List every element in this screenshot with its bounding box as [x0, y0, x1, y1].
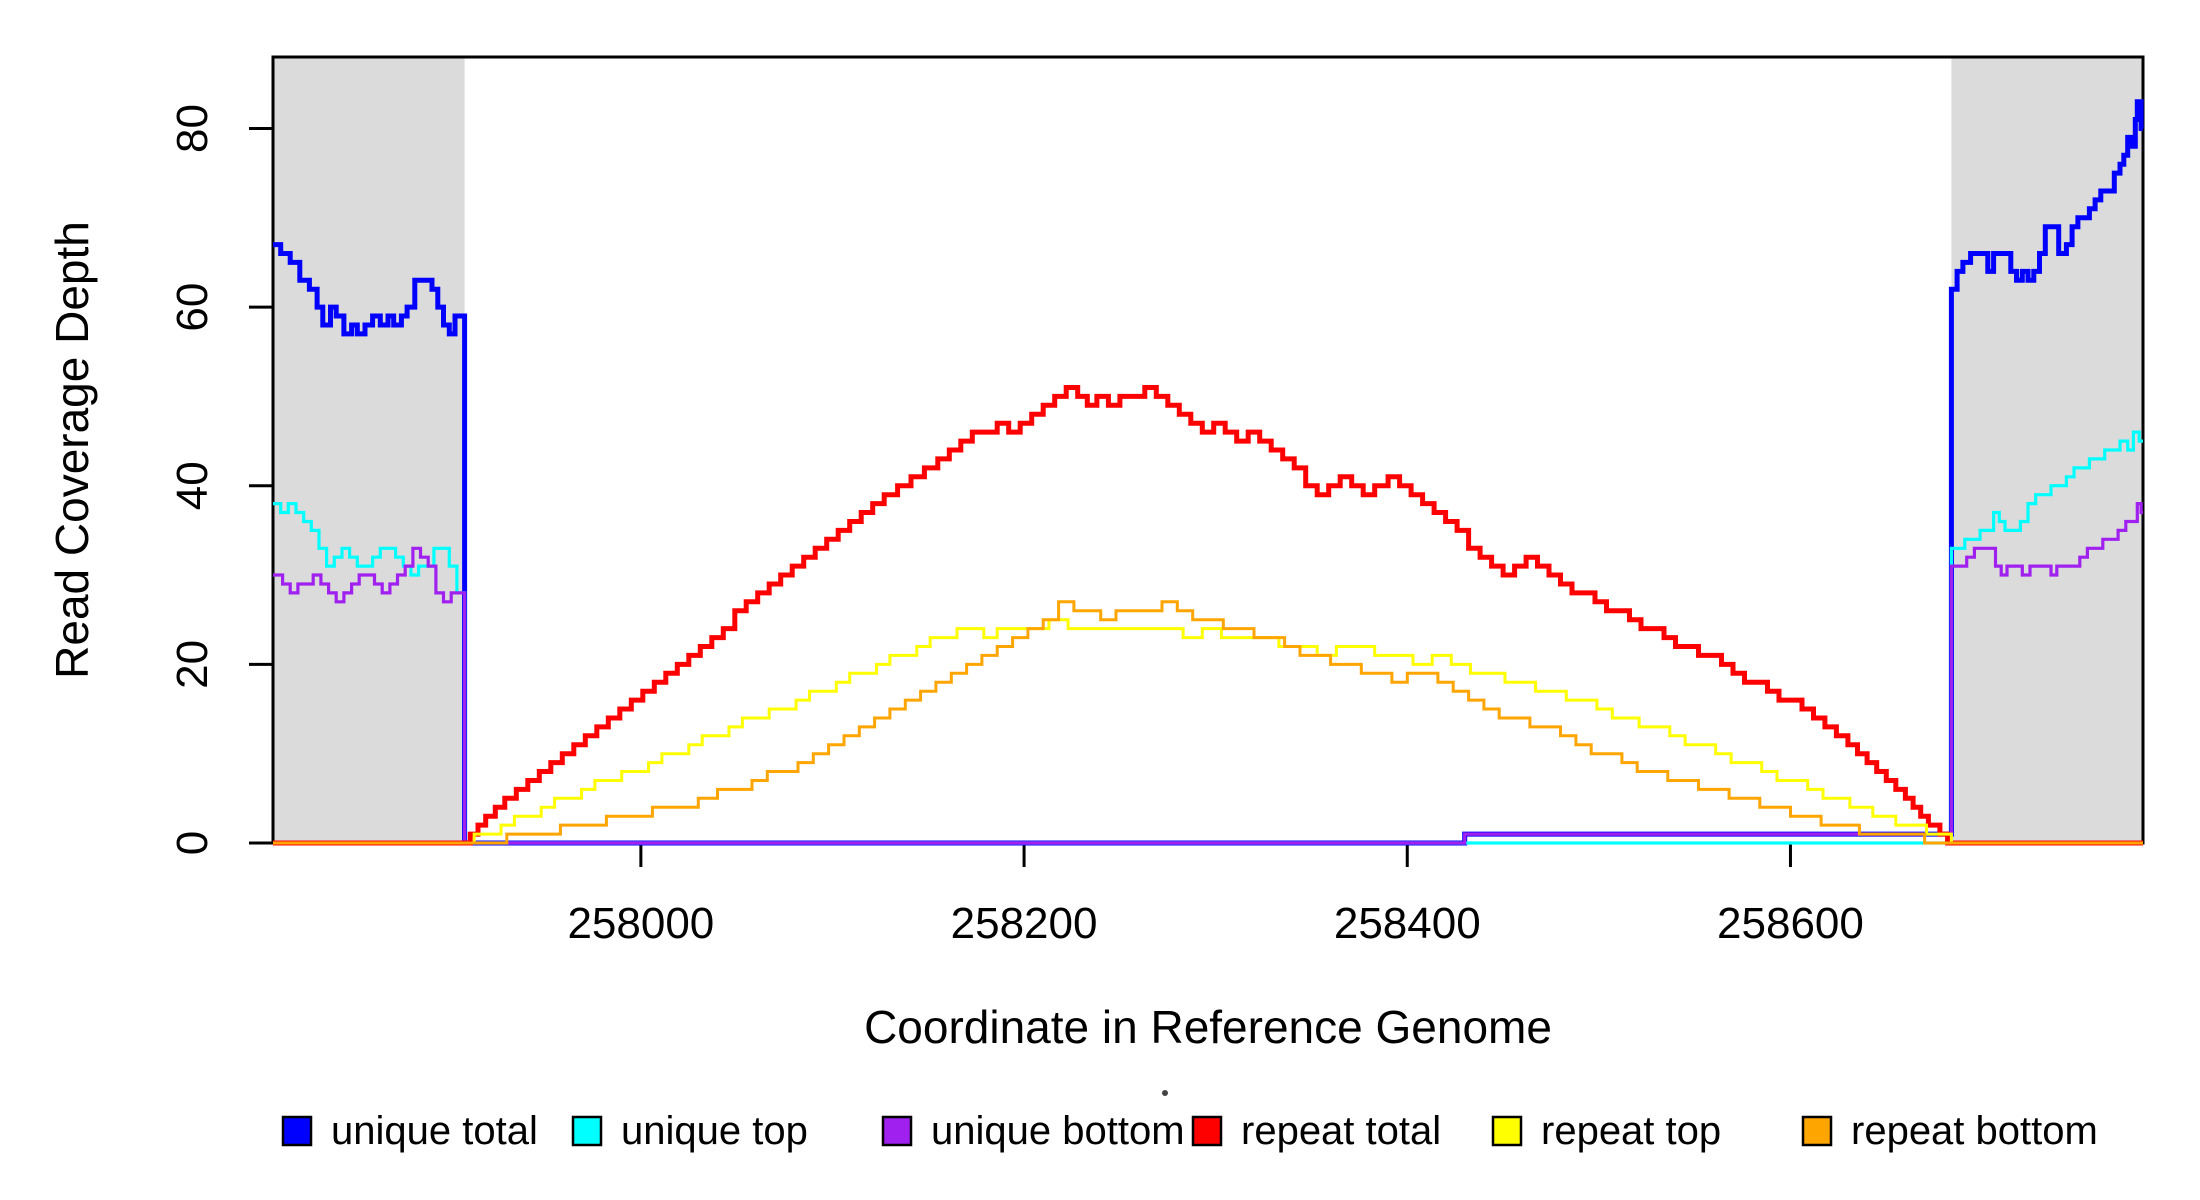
legend-label: repeat total [1241, 1109, 1441, 1153]
plot-frame-and-axes: 258000 258200 258400 258600 0 20 40 60 80 [168, 55, 2145, 948]
x-tick-label: 258200 [951, 899, 1098, 948]
legend-swatch-unique-top [571, 1115, 603, 1147]
series-line-unique-total [273, 99, 2144, 846]
unique-region-shading-left [273, 57, 465, 843]
y-tick-label: 40 [168, 461, 217, 510]
legend-item-unique-total: unique total [281, 1109, 538, 1153]
legend-label: unique total [331, 1109, 538, 1153]
x-tick-label: 258600 [1717, 899, 1864, 948]
y-tick-label: 80 [168, 104, 217, 153]
shaded-unique-regions [273, 57, 2143, 843]
y-tick-label: 60 [168, 283, 217, 332]
legend-item-repeat-top: repeat top [1491, 1109, 1721, 1153]
legend-swatch-unique-bottom [881, 1115, 913, 1147]
legend: unique total unique top unique bottom repea… [281, 1109, 2098, 1153]
legend-swatch-unique-total [281, 1115, 313, 1147]
legend-label: repeat top [1541, 1109, 1721, 1153]
y-axis-title: Read Coverage Depth [46, 221, 98, 679]
x-tick-label: 258000 [567, 899, 714, 948]
legend-label: unique top [621, 1109, 808, 1153]
coverage-series-lines [273, 99, 2144, 846]
x-axis-title: Coordinate in Reference Genome [864, 1001, 1552, 1053]
legend-swatch-repeat-top [1491, 1115, 1523, 1147]
legend-item-unique-top: unique top [571, 1109, 808, 1153]
legend-label: unique bottom [931, 1109, 1185, 1153]
y-tick-label: 20 [168, 640, 217, 689]
series-line-repeat-bottom [273, 600, 2143, 845]
x-tick-label: 258400 [1334, 899, 1481, 948]
y-tick-label: 0 [168, 831, 217, 855]
series-line-repeat-total [273, 385, 2143, 846]
series-line-unique-bottom [273, 502, 2143, 845]
legend-item-repeat-total: repeat total [1191, 1109, 1441, 1153]
legend-item-repeat-bottom: repeat bottom [1801, 1109, 2098, 1153]
legend-label: repeat bottom [1851, 1109, 2098, 1153]
legend-swatch-repeat-total [1191, 1115, 1223, 1147]
legend-item-unique-bottom: unique bottom [881, 1109, 1185, 1153]
plot-border [271, 55, 2145, 845]
series-line-unique-top [273, 430, 2143, 845]
legend-swatch-repeat-bottom [1801, 1115, 1833, 1147]
stray-dot-artifact [1162, 1090, 1168, 1096]
series-line-repeat-top [273, 618, 2143, 845]
